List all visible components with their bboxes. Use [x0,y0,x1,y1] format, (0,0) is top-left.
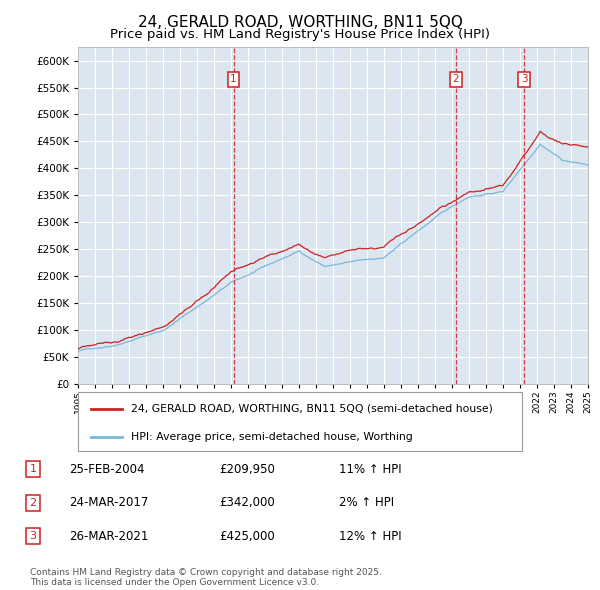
Text: HPI: Average price, semi-detached house, Worthing: HPI: Average price, semi-detached house,… [131,432,413,441]
Text: 3: 3 [521,74,527,84]
Text: 26-MAR-2021: 26-MAR-2021 [69,530,148,543]
Text: Contains HM Land Registry data © Crown copyright and database right 2025.
This d: Contains HM Land Registry data © Crown c… [30,568,382,587]
Text: 25-FEB-2004: 25-FEB-2004 [69,463,145,476]
FancyBboxPatch shape [78,392,522,451]
Text: £342,000: £342,000 [219,496,275,509]
Text: 11% ↑ HPI: 11% ↑ HPI [339,463,401,476]
Text: 2% ↑ HPI: 2% ↑ HPI [339,496,394,509]
Text: 1: 1 [230,74,237,84]
Text: 24-MAR-2017: 24-MAR-2017 [69,496,148,509]
Text: 2: 2 [29,498,37,507]
Text: 2: 2 [452,74,459,84]
Text: £425,000: £425,000 [219,530,275,543]
Text: 24, GERALD ROAD, WORTHING, BN11 5QQ: 24, GERALD ROAD, WORTHING, BN11 5QQ [137,15,463,30]
Text: 1: 1 [29,464,37,474]
Text: 3: 3 [29,532,37,541]
Text: 12% ↑ HPI: 12% ↑ HPI [339,530,401,543]
Text: 24, GERALD ROAD, WORTHING, BN11 5QQ (semi-detached house): 24, GERALD ROAD, WORTHING, BN11 5QQ (sem… [131,404,493,414]
Text: £209,950: £209,950 [219,463,275,476]
Text: Price paid vs. HM Land Registry's House Price Index (HPI): Price paid vs. HM Land Registry's House … [110,28,490,41]
